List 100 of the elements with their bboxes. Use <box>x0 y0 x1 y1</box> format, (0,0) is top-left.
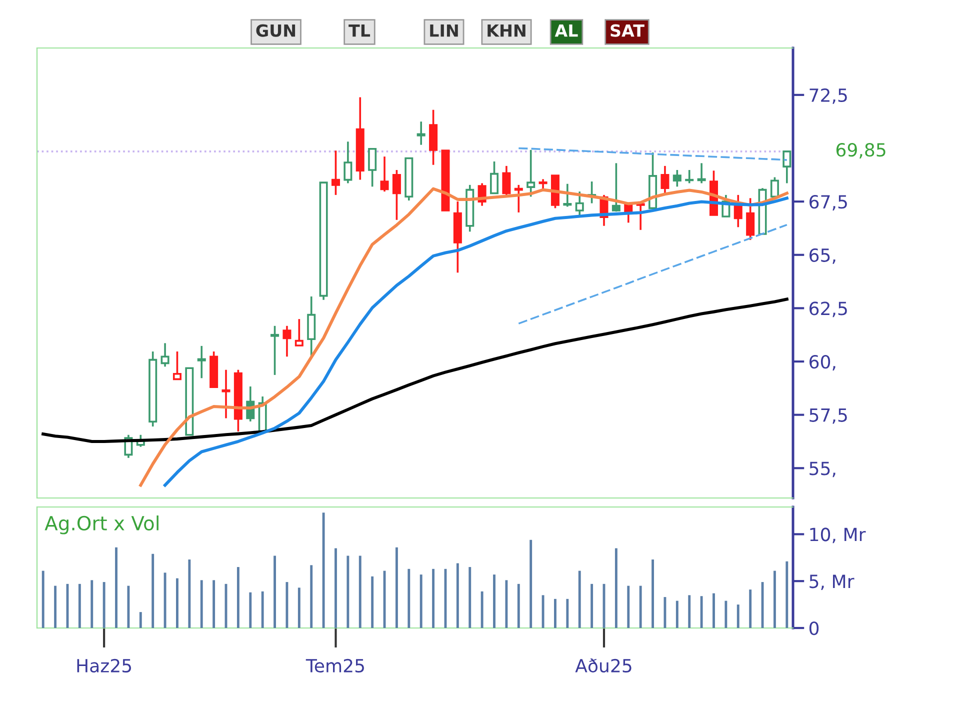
bar <box>652 560 654 628</box>
line-series <box>518 224 788 324</box>
bar <box>322 512 325 628</box>
candlestick <box>563 182 572 208</box>
bar <box>700 596 703 628</box>
y-tick-label: 65, <box>810 248 836 264</box>
text: TL <box>348 24 370 37</box>
bar <box>590 584 594 628</box>
bar <box>261 591 264 628</box>
bar <box>468 567 472 628</box>
bar <box>517 584 520 628</box>
bar <box>578 570 581 628</box>
bar <box>639 586 642 628</box>
candlestick <box>392 169 401 221</box>
bar <box>749 590 752 628</box>
candlestick <box>380 156 389 192</box>
bar <box>627 586 630 628</box>
bar <box>249 592 252 628</box>
candlestick <box>368 148 377 188</box>
bar <box>152 554 154 628</box>
candlestick <box>782 150 792 184</box>
bar <box>139 612 142 628</box>
candlestick <box>270 324 280 376</box>
bar <box>164 572 166 628</box>
candlestick <box>697 162 706 184</box>
bar <box>664 597 666 628</box>
candlestick <box>746 197 755 241</box>
candlestick <box>197 345 206 380</box>
bar <box>712 593 715 628</box>
candlestick <box>612 162 620 212</box>
bar <box>78 584 81 628</box>
bar <box>420 574 422 628</box>
candlestick <box>636 200 645 231</box>
y-tick-label: 5, Mr <box>810 574 854 590</box>
bar <box>676 600 678 628</box>
x-tick-label: Haz25 <box>77 658 132 673</box>
candlestick <box>685 169 694 184</box>
y-tick-label: 60, <box>810 354 836 370</box>
candlestick <box>331 150 340 196</box>
bar <box>371 576 374 628</box>
bar <box>480 591 484 628</box>
candlestick <box>490 160 499 194</box>
bar <box>42 570 44 628</box>
y-tick-label: 55, <box>810 462 836 478</box>
bar <box>54 586 57 628</box>
bar <box>688 595 691 628</box>
bar <box>334 548 337 628</box>
candlestick <box>770 176 779 198</box>
candlestick <box>538 178 548 191</box>
bar <box>115 547 118 628</box>
candlestick <box>282 324 292 358</box>
bar <box>298 588 300 628</box>
bar <box>176 578 178 628</box>
text: LIN <box>430 24 458 37</box>
bar <box>310 565 313 628</box>
bar <box>346 556 350 628</box>
x-tick-label: Aðu25 <box>575 658 632 673</box>
bar <box>286 582 288 628</box>
y-tick-label: 0 <box>809 621 819 636</box>
candlestick <box>172 350 182 380</box>
candlestick <box>575 190 584 216</box>
candlestick <box>526 149 536 198</box>
bar <box>408 568 410 628</box>
bar <box>505 580 508 628</box>
ref-line-label: 69,85 <box>836 143 886 159</box>
bar <box>456 563 459 628</box>
bar <box>358 556 362 628</box>
bar <box>566 598 569 628</box>
bar <box>736 604 740 628</box>
candlestick <box>416 120 426 146</box>
x-tick-label: Tem25 <box>306 658 364 673</box>
y-tick-label: 72,5 <box>810 88 847 104</box>
bar <box>614 548 618 628</box>
text: GUN <box>256 24 296 37</box>
bar <box>274 556 276 628</box>
bar <box>530 540 532 628</box>
text: KHN <box>488 24 526 37</box>
bar <box>432 568 435 628</box>
candlestick <box>672 169 682 188</box>
candlestick <box>344 140 352 184</box>
bar <box>773 570 776 628</box>
bar <box>724 600 728 628</box>
bar <box>102 582 106 628</box>
bar <box>395 547 398 628</box>
bar <box>493 574 496 628</box>
bar <box>236 567 240 628</box>
candlestick <box>514 184 523 214</box>
bar <box>200 580 203 628</box>
y-tick-label: 67,5 <box>810 195 847 211</box>
text: SAT <box>610 24 644 37</box>
bar <box>127 586 130 628</box>
candlestick <box>502 165 511 196</box>
candlestick <box>160 342 170 368</box>
bar <box>554 598 556 628</box>
y-tick-label: 57,5 <box>810 408 847 424</box>
y-tick-label: 10, Mr <box>810 528 866 544</box>
text: AL <box>554 24 578 37</box>
candlestick <box>222 368 230 420</box>
bar <box>786 561 788 628</box>
y-tick-label: 62,5 <box>810 302 847 318</box>
